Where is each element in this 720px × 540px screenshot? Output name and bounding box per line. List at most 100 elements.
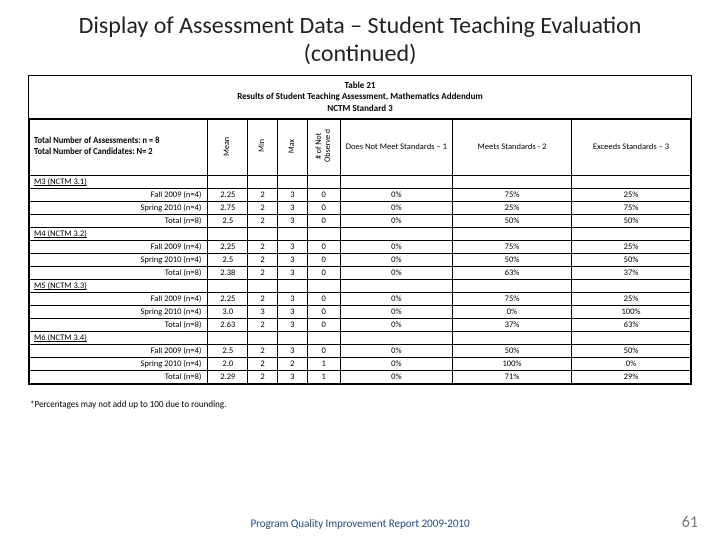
header-row: Total Number of Assessments: n = 8 Total… — [30, 119, 691, 175]
row-label: Spring 2010 (n=4) — [30, 357, 208, 370]
cell-does-not-meet: 0% — [340, 318, 452, 331]
cell-max: 3 — [277, 344, 307, 357]
cell-min: 2 — [248, 253, 278, 266]
section-row: M3 (NCTM 3.1) — [30, 175, 691, 188]
col-mean: Mean — [208, 119, 248, 175]
empty-cell — [277, 331, 307, 344]
page-title: Display of Assessment Data – Student Tea… — [0, 0, 720, 75]
empty-cell — [571, 331, 690, 344]
row-label: Fall 2009 (n=4) — [30, 188, 208, 201]
row-label: Total (n=8) — [30, 214, 208, 227]
footnote: *Percentages may not add up to 100 due t… — [30, 399, 690, 410]
cell-mean: 2.63 — [208, 318, 248, 331]
cell-meets: 25% — [453, 201, 572, 214]
table-row: Spring 2010 (n=4)2.752300%25%75% — [30, 201, 691, 214]
empty-cell — [453, 279, 572, 292]
cell-does-not-meet: 0% — [340, 370, 452, 383]
cell-max: 3 — [277, 266, 307, 279]
empty-cell — [307, 279, 340, 292]
footer-text: Program Quality Improvement Report 2009-… — [0, 517, 720, 530]
row-label: Total (n=8) — [30, 370, 208, 383]
cell-min: 2 — [248, 292, 278, 305]
empty-cell — [248, 279, 278, 292]
cell-mean: 2.29 — [208, 370, 248, 383]
empty-cell — [453, 331, 572, 344]
empty-cell — [453, 227, 572, 240]
header-meta: Total Number of Assessments: n = 8 Total… — [30, 119, 208, 175]
cell-meets: 37% — [453, 318, 572, 331]
cell-does-not-meet: 0% — [340, 253, 452, 266]
empty-cell — [307, 331, 340, 344]
section-label: M5 (NCTM 3.3) — [30, 279, 208, 292]
table-row: Fall 2009 (n=4)2.252300%75%25% — [30, 240, 691, 253]
empty-cell — [248, 175, 278, 188]
cell-max: 2 — [277, 357, 307, 370]
table-row: Spring 2010 (n=4)3.03300%0%100% — [30, 305, 691, 318]
cell-not-observed: 0 — [307, 214, 340, 227]
section-label: M3 (NCTM 3.1) — [30, 175, 208, 188]
table-caption: Table 21 Results of Student Teaching Ass… — [29, 76, 691, 119]
cell-not-observed: 1 — [307, 357, 340, 370]
cell-min: 2 — [248, 240, 278, 253]
empty-cell — [277, 175, 307, 188]
empty-cell — [307, 227, 340, 240]
cell-does-not-meet: 0% — [340, 240, 452, 253]
row-label: Fall 2009 (n=4) — [30, 344, 208, 357]
cell-not-observed: 0 — [307, 305, 340, 318]
cell-min: 2 — [248, 370, 278, 383]
cell-meets: 71% — [453, 370, 572, 383]
cell-not-observed: 0 — [307, 292, 340, 305]
section-label: M4 (NCTM 3.2) — [30, 227, 208, 240]
cell-meets: 63% — [453, 266, 572, 279]
empty-cell — [340, 331, 452, 344]
cell-meets: 100% — [453, 357, 572, 370]
cell-does-not-meet: 0% — [340, 305, 452, 318]
cell-does-not-meet: 0% — [340, 214, 452, 227]
cell-max: 3 — [277, 305, 307, 318]
cell-mean: 2.25 — [208, 292, 248, 305]
cell-exceeds: 50% — [571, 253, 690, 266]
row-label: Total (n=8) — [30, 318, 208, 331]
cell-not-observed: 1 — [307, 370, 340, 383]
empty-cell — [248, 227, 278, 240]
cell-exceeds: 63% — [571, 318, 690, 331]
cell-min: 2 — [248, 201, 278, 214]
cell-does-not-meet: 0% — [340, 344, 452, 357]
cell-min: 2 — [248, 357, 278, 370]
row-label: Spring 2010 (n=4) — [30, 201, 208, 214]
cell-meets: 75% — [453, 292, 572, 305]
table-row: Spring 2010 (n=4)2.02210%100%0% — [30, 357, 691, 370]
cell-max: 3 — [277, 188, 307, 201]
empty-cell — [208, 279, 248, 292]
caption-line-2: Results of Student Teaching Assessment, … — [33, 91, 687, 102]
col-meets: Meets Standards - 2 — [453, 119, 572, 175]
empty-cell — [208, 331, 248, 344]
col-exceeds: Exceeds Standards – 3 — [571, 119, 690, 175]
col-max: Max — [277, 119, 307, 175]
cell-max: 3 — [277, 292, 307, 305]
table-row: Fall 2009 (n=4)2.52300%50%50% — [30, 344, 691, 357]
cell-exceeds: 25% — [571, 188, 690, 201]
row-label: Spring 2010 (n=4) — [30, 253, 208, 266]
table-body: M3 (NCTM 3.1)Fall 2009 (n=4)2.252300%75%… — [30, 175, 691, 383]
cell-meets: 50% — [453, 253, 572, 266]
row-label: Fall 2009 (n=4) — [30, 240, 208, 253]
empty-cell — [340, 279, 452, 292]
section-row: M4 (NCTM 3.2) — [30, 227, 691, 240]
cell-min: 2 — [248, 266, 278, 279]
empty-cell — [277, 279, 307, 292]
cell-max: 3 — [277, 318, 307, 331]
cell-does-not-meet: 0% — [340, 357, 452, 370]
cell-exceeds: 75% — [571, 201, 690, 214]
cell-not-observed: 0 — [307, 253, 340, 266]
table-row: Total (n=8)2.292310%71%29% — [30, 370, 691, 383]
cell-mean: 2.75 — [208, 201, 248, 214]
meta-assessments: Total Number of Assessments: n = 8 — [34, 136, 203, 148]
cell-min: 3 — [248, 305, 278, 318]
cell-max: 3 — [277, 201, 307, 214]
table-row: Fall 2009 (n=4)2.252300%75%25% — [30, 292, 691, 305]
table-row: Total (n=8)2.382300%63%37% — [30, 266, 691, 279]
cell-exceeds: 0% — [571, 357, 690, 370]
col-min: Min — [248, 119, 278, 175]
section-row: M6 (NCTM 3.4) — [30, 331, 691, 344]
